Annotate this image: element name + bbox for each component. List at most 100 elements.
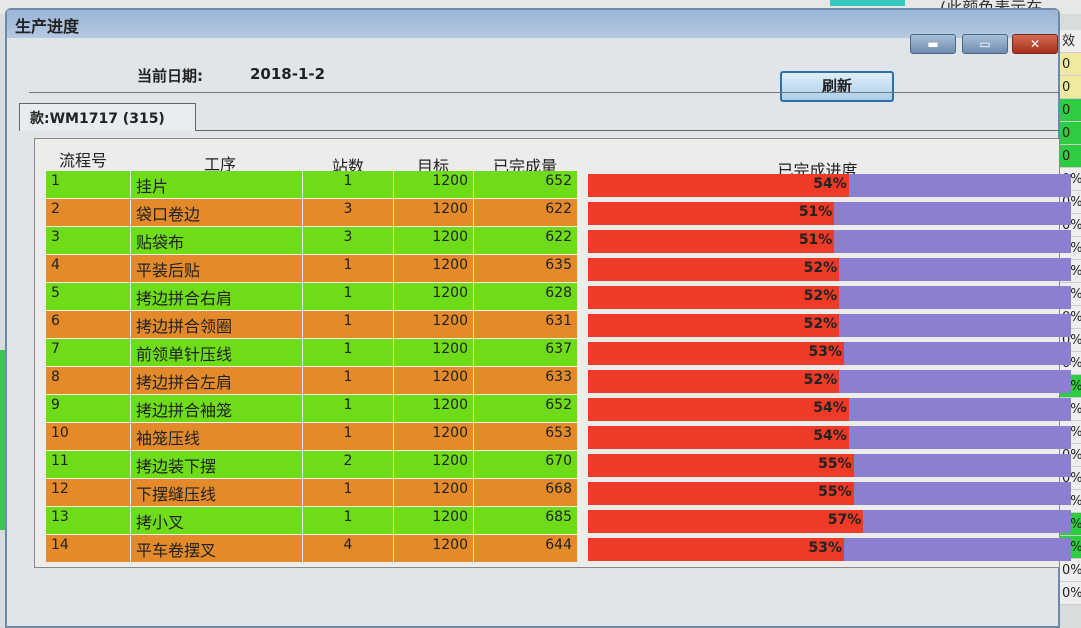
cell-flow-no: 4: [46, 255, 131, 282]
cell-stations: 1: [303, 255, 394, 282]
table-row[interactable]: 10 袖笼压线 1 1200 653 54%: [46, 423, 1071, 451]
progress-percent: 52%: [803, 288, 838, 304]
progress-bar: 54%: [588, 426, 1071, 449]
cell-target: 1200: [394, 311, 474, 338]
progress-percent: 53%: [808, 344, 842, 360]
cell-completed: 622: [474, 199, 578, 226]
cell-target: 1200: [394, 283, 474, 310]
cell-target: 1200: [394, 339, 474, 366]
cell-flow-no: 11: [46, 451, 131, 478]
table-row[interactable]: 2 袋口卷边 3 1200 622 51%: [46, 199, 1071, 227]
cell-stations: 1: [303, 507, 394, 534]
cell-process-name: 拷小叉: [131, 507, 303, 534]
progress-fill: 52%: [588, 370, 840, 393]
cell-flow-no: 13: [46, 507, 131, 534]
refresh-button[interactable]: 刷新: [780, 71, 894, 102]
cell-process-name: 袋口卷边: [131, 199, 303, 226]
progress-fill: 51%: [588, 230, 835, 253]
progress-percent: 54%: [813, 176, 847, 192]
cell-completed: 635: [474, 255, 578, 282]
progress-bar: 52%: [588, 258, 1071, 281]
table-row[interactable]: 11 拷边装下摆 2 1200 670 55%: [46, 451, 1071, 479]
cell-stations: 4: [303, 535, 394, 562]
progress-bar: 52%: [588, 314, 1071, 337]
cell-process-name: 下摆缝压线: [131, 479, 303, 506]
progress-bar: 52%: [588, 286, 1071, 309]
cell-stations: 1: [303, 395, 394, 422]
close-icon: ✕: [1029, 37, 1041, 51]
progress-percent: 52%: [803, 372, 838, 388]
cell-flow-no: 5: [46, 283, 131, 310]
background-cell: 0: [1058, 145, 1081, 168]
maximize-button[interactable]: ▭: [962, 34, 1008, 54]
cell-target: 1200: [394, 255, 474, 282]
background-cell: 0: [1058, 53, 1081, 76]
progress-percent: 52%: [803, 260, 838, 276]
table-row[interactable]: 13 拷小叉 1 1200 685 57%: [46, 507, 1071, 535]
minimize-icon: ▬: [927, 37, 939, 51]
background-cell: 0: [1058, 99, 1081, 122]
cell-process-name: 拷边拼合袖笼: [131, 395, 303, 422]
background-color-swatch: [830, 0, 905, 6]
table-row[interactable]: 3 贴袋布 3 1200 622 51%: [46, 227, 1071, 255]
table-row[interactable]: 9 拷边拼合袖笼 1 1200 652 54%: [46, 395, 1071, 423]
cell-flow-no: 6: [46, 311, 131, 338]
tab-style[interactable]: 款:WM1717 (315): [19, 103, 196, 131]
progress-fill: 55%: [588, 454, 854, 477]
cell-completed: 652: [474, 395, 578, 422]
progress-percent: 55%: [818, 484, 852, 500]
cell-completed: 670: [474, 451, 578, 478]
progress-percent: 55%: [818, 456, 852, 472]
table-row[interactable]: 6 拷边拼合领圈 1 1200 631 52%: [46, 311, 1071, 339]
cell-flow-no: 2: [46, 199, 131, 226]
table-row[interactable]: 4 平装后贴 1 1200 635 52%: [46, 255, 1071, 283]
date-value: 2018-1-2: [250, 65, 326, 83]
cell-completed: 633: [474, 367, 578, 394]
maximize-icon: ▭: [979, 37, 991, 51]
title-bar[interactable]: 生产进度: [7, 10, 1058, 38]
background-cell: 0%: [1058, 582, 1081, 605]
cell-target: 1200: [394, 423, 474, 450]
cell-stations: 1: [303, 283, 394, 310]
cell-flow-no: 9: [46, 395, 131, 422]
cell-process-name: 贴袋布: [131, 227, 303, 254]
background-cell: 0: [1058, 122, 1081, 145]
background-cell: 0%: [1058, 559, 1081, 582]
progress-fill: 52%: [588, 258, 840, 281]
cell-stations: 3: [303, 199, 394, 226]
progress-bar: 57%: [588, 510, 1071, 533]
progress-bar: 53%: [588, 538, 1071, 561]
cell-completed: 668: [474, 479, 578, 506]
cell-stations: 1: [303, 339, 394, 366]
cell-process-name: 挂片: [131, 171, 303, 198]
background-cell: 0: [1058, 76, 1081, 99]
cell-target: 1200: [394, 227, 474, 254]
progress-percent: 53%: [808, 540, 842, 556]
cell-stations: 1: [303, 479, 394, 506]
production-progress-window: 生产进度 ▬ ▭ ✕ 当前日期: 2018-1-2 刷新 款:WM1717 (3…: [5, 8, 1071, 628]
progress-bar: 54%: [588, 398, 1071, 421]
cell-flow-no: 14: [46, 535, 131, 562]
table-row[interactable]: 8 拷边拼合左肩 1 1200 633 52%: [46, 367, 1071, 395]
background-strip: [0, 350, 6, 530]
cell-target: 1200: [394, 367, 474, 394]
divider: [196, 130, 1059, 131]
cell-target: 1200: [394, 451, 474, 478]
table-row[interactable]: 12 下摆缝压线 1 1200 668 55%: [46, 479, 1071, 507]
close-button[interactable]: ✕: [1012, 34, 1058, 54]
cell-flow-no: 12: [46, 479, 131, 506]
minimize-button[interactable]: ▬: [910, 34, 956, 54]
progress-percent: 51%: [798, 204, 833, 220]
table-row[interactable]: 7 前领单针压线 1 1200 637 53%: [46, 339, 1071, 367]
column-header-flow-no: 流程号: [58, 151, 107, 170]
window-title: 生产进度: [15, 17, 80, 36]
table-row[interactable]: 14 平车卷摆叉 4 1200 644 53%: [46, 535, 1071, 563]
cell-process-name: 平装后贴: [131, 255, 303, 282]
cell-completed: 622: [474, 227, 578, 254]
table-row[interactable]: 1 挂片 1 1200 652 54%: [46, 171, 1071, 199]
cell-process-name: 平车卷摆叉: [131, 535, 303, 562]
progress-percent: 51%: [798, 232, 833, 248]
progress-percent: 57%: [827, 512, 862, 528]
table-row[interactable]: 5 拷边拼合右肩 1 1200 628 52%: [46, 283, 1071, 311]
background-column-header: 效: [1058, 30, 1081, 53]
